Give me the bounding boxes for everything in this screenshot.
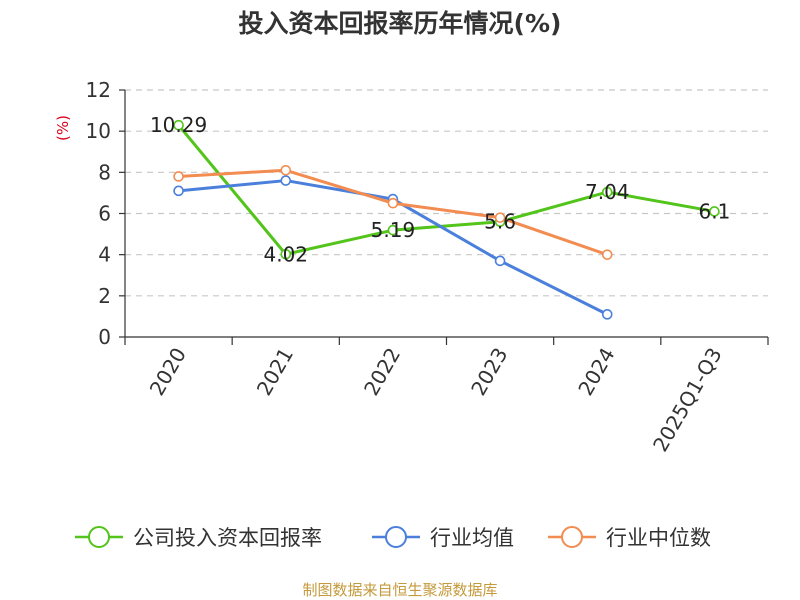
series-point-1	[494, 255, 506, 267]
data-label: 7.04	[585, 180, 630, 204]
legend-label: 行业均值	[430, 526, 514, 550]
x-tick-label: 2025Q1-Q3	[648, 344, 727, 456]
source-note: 制图数据来自恒生聚源数据库	[302, 581, 497, 599]
y-tick-label: 12	[86, 78, 111, 102]
legend: 公司投入资本回报率 行业均值 行业中位数	[75, 526, 711, 550]
series-point-2	[387, 197, 399, 209]
data-label: 10.29	[150, 113, 207, 137]
x-tick-label: 2023	[466, 344, 512, 400]
series-point-2	[494, 212, 506, 223]
y-tick-label: 10	[86, 119, 111, 143]
y-tick-label: 6	[98, 202, 111, 226]
x-tick-label: 2021	[252, 344, 298, 400]
data-label: 5.19	[371, 218, 416, 242]
y-tick-labels: 0 2 4 6 8 10 12	[86, 78, 111, 349]
y-tick-label: 0	[98, 325, 111, 349]
series-point-2	[173, 171, 184, 182]
axes	[119, 89, 769, 345]
data-label: 4.02	[263, 242, 308, 266]
x-tick-label: 2020	[145, 344, 191, 400]
y-tick-label: 2	[98, 284, 111, 308]
chart-title: 投入资本回报率历年情况(%)	[239, 9, 562, 38]
grid-lines	[125, 89, 768, 297]
series-point-0	[173, 119, 184, 131]
legend-swatch-marker	[385, 526, 407, 548]
series-group	[173, 119, 720, 320]
series-point-0	[601, 186, 613, 198]
data-label: 5.6	[484, 210, 516, 234]
y-axis-label: (%)	[54, 115, 72, 141]
legend-swatch-marker	[88, 526, 110, 548]
legend-swatch-marker	[561, 526, 583, 548]
y-tick-label: 4	[98, 243, 111, 267]
series-point-2	[280, 164, 292, 176]
series-point-1	[280, 175, 292, 186]
series-point-0	[709, 206, 720, 217]
series-point-2	[601, 249, 613, 260]
data-labels: 10.29 4.02 5.19 5.6 7.04 6.1	[150, 113, 730, 266]
x-tick-label: 2022	[359, 344, 405, 400]
x-tick-labels: 2020 2021 2022 2023 2024 2025Q1-Q3	[145, 344, 727, 456]
series-point-1	[173, 185, 184, 197]
legend-label: 公司投入资本回报率	[133, 526, 322, 550]
series-point-1	[601, 309, 613, 320]
legend-label: 行业中位数	[606, 526, 711, 550]
y-tick-label: 8	[98, 160, 111, 184]
data-label: 6.1	[699, 199, 731, 223]
series-line-0	[177, 124, 715, 256]
series-point-0	[387, 224, 399, 236]
series-point-0	[280, 248, 292, 260]
x-tick-label: 2024	[573, 344, 619, 400]
